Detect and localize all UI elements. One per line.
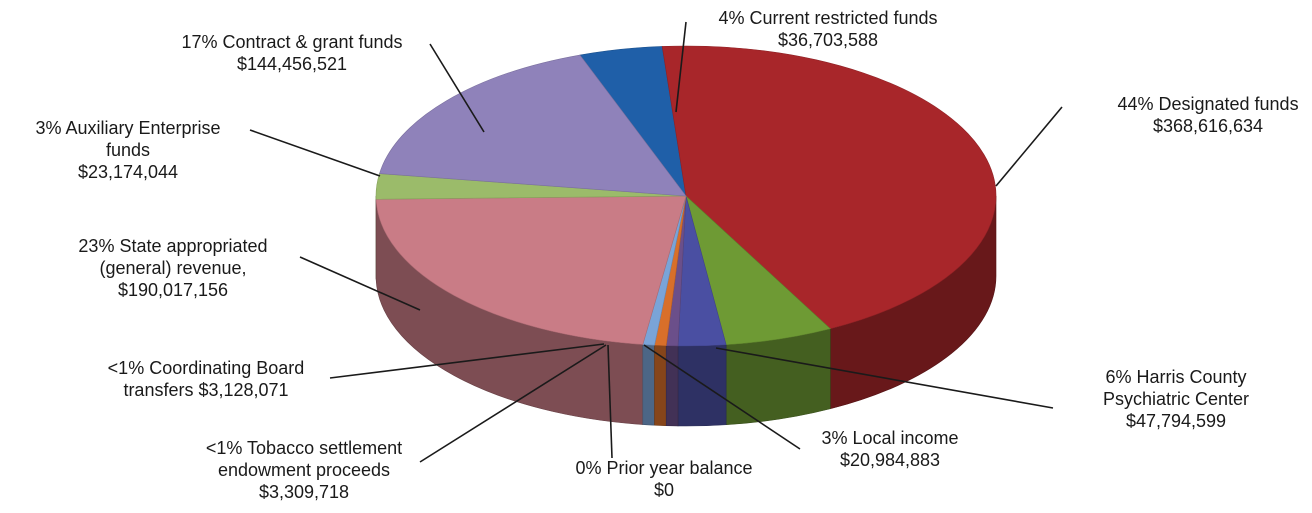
slice-side-coordinating — [642, 344, 655, 426]
slice-label-line: <1% Coordinating Board — [108, 358, 305, 378]
slice-label-line: 6% Harris County — [1105, 367, 1246, 387]
slice-label-line: $20,984,883 — [840, 450, 940, 470]
slice-label-tobacco: <1% Tobacco settlement endowment proceeds… — [206, 438, 402, 502]
slice-label-line: transfers $3,128,071 — [123, 380, 288, 400]
slice-label-harris: 6% Harris County Psychiatric Center $47,79… — [1103, 367, 1249, 431]
slice-label-line: <1% Tobacco settlement — [206, 438, 402, 458]
slice-label-line: 3% Local income — [821, 428, 958, 448]
slice-side-prior_year — [665, 345, 679, 427]
slice-side-tobacco — [654, 344, 667, 426]
leader-line-local_income — [643, 344, 801, 450]
pie-tops — [375, 45, 997, 347]
slice-label-line: $3,309,718 — [259, 482, 349, 502]
slice-label-line: $190,017,156 — [118, 280, 228, 300]
slice-label-state: 23% State appropriated (general) revenue,… — [78, 236, 267, 300]
slice-label-prior_year: 0% Prior year balance $0 — [575, 458, 752, 500]
slice-label-line: $47,794,599 — [1126, 411, 1226, 431]
leader-line-auxiliary — [249, 129, 381, 177]
leader-line-coordinating — [329, 343, 605, 379]
slice-label-coordinating: <1% Coordinating Board transfers $3,128,0… — [108, 358, 305, 400]
slice-label-line: 44% Designated funds — [1117, 94, 1298, 114]
slice-labels: 4% Current restricted funds $36,703,588 44… — [35, 8, 1298, 502]
slice-label-designated: 44% Designated funds $368,616,634 — [1117, 94, 1298, 136]
slice-label-local_income: 3% Local income $20,984,883 — [821, 428, 958, 470]
slice-label-auxiliary: 3% Auxiliary Enterprise funds $23,174,044 — [35, 118, 220, 182]
leader-line-state — [299, 256, 421, 311]
slice-label-line: 0% Prior year balance — [575, 458, 752, 478]
slice-designated — [661, 45, 997, 330]
slice-label-line: 23% State appropriated — [78, 236, 267, 256]
slice-label-current_restricted: 4% Current restricted funds $36,703,588 — [718, 8, 937, 50]
slice-label-line: 17% Contract & grant funds — [181, 32, 402, 52]
slice-label-line: $0 — [654, 480, 674, 500]
slice-label-line: $36,703,588 — [778, 30, 878, 50]
slice-label-line: $144,456,521 — [237, 54, 347, 74]
slice-label-line: $368,616,634 — [1153, 116, 1263, 136]
slice-label-line: 4% Current restricted funds — [718, 8, 937, 28]
leader-line-contract — [429, 43, 485, 133]
leader-lines — [249, 21, 1063, 463]
leader-line-current_restricted — [675, 21, 687, 113]
leader-line-harris — [715, 347, 1054, 409]
slice-label-line: Psychiatric Center — [1103, 389, 1249, 409]
slice-label-line: (general) revenue, — [99, 258, 246, 278]
slice-label-contract: 17% Contract & grant funds $144,456,521 — [181, 32, 402, 74]
leader-line-prior_year — [607, 344, 613, 459]
leader-line-designated — [995, 106, 1063, 187]
slice-label-line: 3% Auxiliary Enterprise — [35, 118, 220, 138]
slice-label-line: funds — [106, 140, 150, 160]
slice-contract — [379, 54, 687, 197]
slice-label-line: endowment proceeds — [218, 460, 390, 480]
slice-state — [375, 195, 687, 345]
leader-line-tobacco — [419, 344, 607, 463]
slice-side-local_income — [677, 344, 727, 427]
slice-label-line: $23,174,044 — [78, 162, 178, 182]
